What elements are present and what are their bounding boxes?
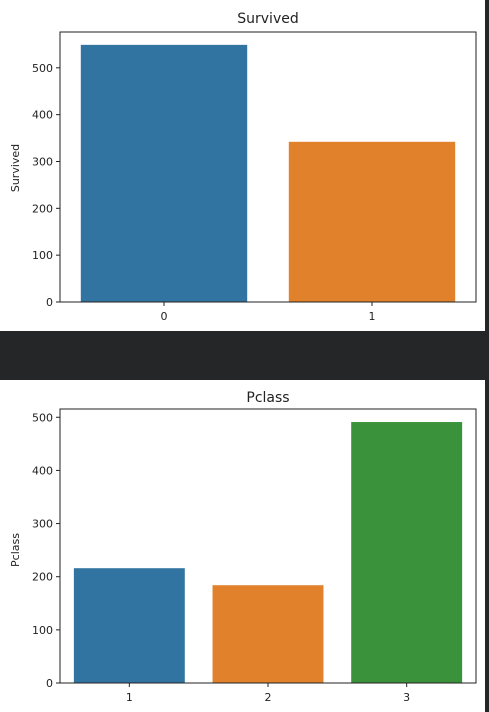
- x-tick-label: 2: [265, 691, 272, 704]
- y-tick-label: 300: [32, 155, 53, 168]
- chart-panel-survived: Survived Survived 0 1 0 100 200 300 400 500: [0, 0, 485, 331]
- chart-panel-pclass: Pclass Pclass 1 2 3 0 100 200 300 400 500: [0, 380, 485, 712]
- y-tick-label: 400: [32, 109, 53, 122]
- y-tick-label: 300: [32, 518, 53, 531]
- x-tick-label: 1: [126, 691, 133, 704]
- y-axis-label: Survived: [9, 144, 22, 192]
- chart-title: Pclass: [246, 390, 289, 406]
- bar-1: [288, 141, 456, 302]
- pclass-bar-chart: Pclass Pclass 1 2 3 0 100 200 300 400 500: [9, 390, 477, 704]
- chart-title: Survived: [237, 11, 298, 27]
- x-tick-label: 1: [369, 310, 376, 323]
- plot-frame: [59, 31, 477, 303]
- x-tick-label: 0: [161, 310, 168, 323]
- y-tick-label: 200: [32, 571, 53, 584]
- bar-1: [73, 568, 185, 683]
- y-tick-label: 100: [32, 624, 53, 637]
- survived-bar-chart: Survived Survived 0 1 0 100 200 300 400 500: [9, 11, 477, 323]
- bar-0: [80, 44, 248, 302]
- y-tick-label: 400: [32, 464, 53, 477]
- bar-2: [212, 585, 324, 683]
- y-axis-label: Pclass: [9, 533, 22, 567]
- y-tick-label: 500: [32, 411, 53, 424]
- y-tick-label: 0: [46, 296, 53, 309]
- bar-3: [351, 422, 463, 683]
- x-tick-label: 3: [403, 691, 410, 704]
- y-tick-label: 500: [32, 62, 53, 75]
- y-tick-label: 100: [32, 249, 53, 262]
- y-tick-label: 0: [46, 677, 53, 690]
- y-tick-label: 200: [32, 202, 53, 215]
- plot-frame: [59, 408, 477, 684]
